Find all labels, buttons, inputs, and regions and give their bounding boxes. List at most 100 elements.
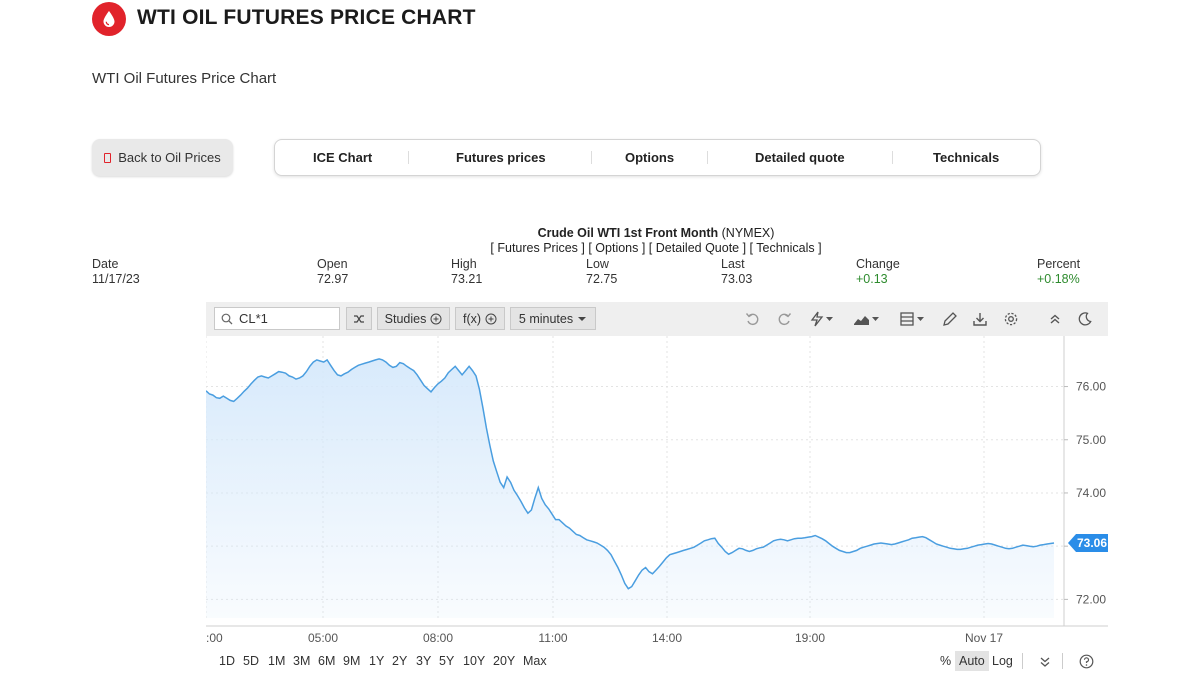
low-value: 72.75: [586, 272, 618, 286]
undo-button[interactable]: [743, 310, 763, 328]
page-subtitle: WTI Oil Futures Price Chart: [92, 70, 277, 87]
change-label: Change: [856, 257, 900, 271]
range-20y[interactable]: 20Y: [493, 654, 516, 668]
auto-scale-button[interactable]: Auto: [955, 651, 989, 671]
range-3m[interactable]: 3M: [293, 654, 311, 668]
x-tick-label: :00: [206, 631, 223, 645]
exchange-name: (NYMEX): [721, 226, 775, 240]
redo-icon: [778, 313, 792, 326]
y-tick-label: 76.00: [1076, 380, 1106, 394]
help-button[interactable]: [1079, 654, 1094, 674]
high-label: High: [451, 257, 477, 271]
redo-button[interactable]: [774, 310, 794, 328]
date-label: Date: [92, 257, 119, 271]
price-chart[interactable]: 76.0075.0074.0073.0072.00:0005:0008:0011…: [206, 336, 1108, 656]
symbol-value: CL*1: [239, 311, 268, 326]
percent-value: +0.18%: [1037, 272, 1080, 286]
tab-divider: [591, 151, 592, 164]
interval-select[interactable]: 5 minutes: [510, 307, 596, 330]
range-1m[interactable]: 1M: [268, 654, 286, 668]
open-value: 72.97: [317, 272, 349, 286]
back-button-label: Back to Oil Prices: [118, 150, 221, 165]
settings-button[interactable]: [1001, 310, 1021, 328]
y-tick-label: 74.00: [1076, 486, 1106, 500]
download-button[interactable]: [970, 310, 990, 328]
download-icon: [973, 313, 987, 326]
last-price-label: 73.06: [1077, 536, 1107, 550]
range-10y[interactable]: 10Y: [463, 654, 486, 668]
percent-scale-button[interactable]: %: [940, 654, 952, 668]
last-label: Last: [721, 257, 745, 271]
range-1d[interactable]: 1D: [219, 654, 235, 668]
expand-button[interactable]: [1039, 655, 1051, 673]
studies-label: Studies: [384, 311, 427, 326]
range-1y[interactable]: 1Y: [369, 654, 385, 668]
layout-icon: [900, 312, 924, 326]
last-price-badge: [1068, 533, 1108, 552]
tab-futures-prices[interactable]: Futures prices: [456, 150, 546, 165]
tab-ice-chart[interactable]: ICE Chart: [313, 150, 373, 165]
log-scale-button[interactable]: Log: [992, 654, 1013, 668]
theme-toggle[interactable]: [1075, 310, 1095, 328]
search-icon: [221, 313, 233, 324]
tab-divider: [892, 151, 893, 164]
x-tick-label: 05:00: [308, 631, 338, 645]
range-5d[interactable]: 5D: [243, 654, 259, 668]
range-max[interactable]: Max: [523, 654, 547, 668]
x-tick-label: 19:00: [795, 631, 825, 645]
scale-divider: [1022, 653, 1023, 669]
y-tick-label: 75.00: [1076, 433, 1106, 447]
studies-button[interactable]: Studies: [377, 307, 450, 330]
x-tick-label: 14:00: [652, 631, 682, 645]
collapse-icon: [1050, 314, 1060, 324]
compare-button[interactable]: [346, 307, 372, 330]
percent-label: Percent: [1037, 257, 1081, 271]
interval-value: 5 minutes: [518, 311, 574, 326]
range-9m[interactable]: 9M: [343, 654, 361, 668]
caret-down-icon: [578, 316, 587, 321]
chevrons-down-icon: [1040, 657, 1050, 667]
range-3y[interactable]: 3Y: [416, 654, 432, 668]
change-value: +0.13: [856, 272, 888, 286]
high-value: 73.21: [451, 272, 483, 286]
symbol-search-input[interactable]: CL*1: [214, 307, 340, 330]
range-5y[interactable]: 5Y: [439, 654, 455, 668]
undo-icon: [745, 313, 759, 326]
compare-icon: [354, 314, 364, 323]
tab-detailed-quote[interactable]: Detailed quote: [755, 150, 845, 165]
range-2y[interactable]: 2Y: [392, 654, 408, 668]
chart-type-menu[interactable]: [851, 310, 883, 328]
price-line: [206, 358, 1055, 590]
low-label: Low: [586, 257, 609, 271]
back-to-oil-prices-button[interactable]: Back to Oil Prices: [92, 139, 233, 176]
tab-options[interactable]: Options: [625, 150, 675, 165]
help-icon: [1079, 654, 1094, 669]
layout-menu[interactable]: [898, 310, 928, 328]
pencil-icon: [943, 312, 957, 326]
back-icon: [104, 152, 112, 163]
brand-logo: [92, 2, 126, 36]
plus-circle-icon: [485, 313, 497, 324]
collapse-button[interactable]: [1045, 310, 1065, 328]
oil-drop-icon: [103, 11, 115, 27]
functions-label: f(x): [462, 311, 482, 326]
tab-bar: ICE Chart Futures prices Options Detaile…: [274, 139, 1041, 176]
page-title: WTI OIL FUTURES PRICE CHART: [137, 6, 476, 29]
functions-button[interactable]: f(x): [455, 307, 505, 330]
quote-links[interactable]: [ Futures Prices ] [ Options ] [ Detaile…: [490, 241, 822, 255]
lightning-icon: [810, 311, 833, 327]
date-value: 11/17/23: [92, 272, 140, 286]
y-tick-label: 72.00: [1076, 592, 1106, 606]
x-tick-label: Nov 17: [965, 631, 1003, 645]
instrument-name: Crude Oil WTI 1st Front Month: [537, 226, 719, 240]
draw-button[interactable]: [940, 310, 960, 328]
quote-title: Crude Oil WTI 1st Front Month (NYMEX): [0, 226, 1200, 240]
chart-widget: CL*1 Studies f(x) 5 minutes: [206, 302, 1108, 675]
range-6m[interactable]: 6M: [318, 654, 336, 668]
tab-divider: [707, 151, 708, 164]
price-area: [206, 358, 1054, 618]
events-menu[interactable]: [807, 310, 837, 328]
theme-icon: [1078, 312, 1092, 326]
tab-technicals[interactable]: Technicals: [933, 150, 1000, 165]
plus-circle-icon: [430, 313, 442, 324]
